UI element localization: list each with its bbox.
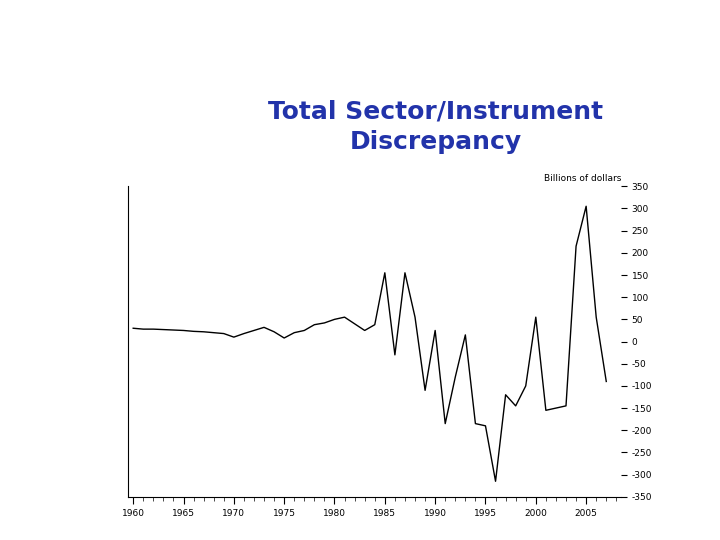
Text: Billions of dollars: Billions of dollars bbox=[544, 174, 621, 183]
Text: 6: 6 bbox=[36, 498, 53, 522]
Text: Total Sector/Instrument
Discrepancy: Total Sector/Instrument Discrepancy bbox=[269, 100, 603, 154]
